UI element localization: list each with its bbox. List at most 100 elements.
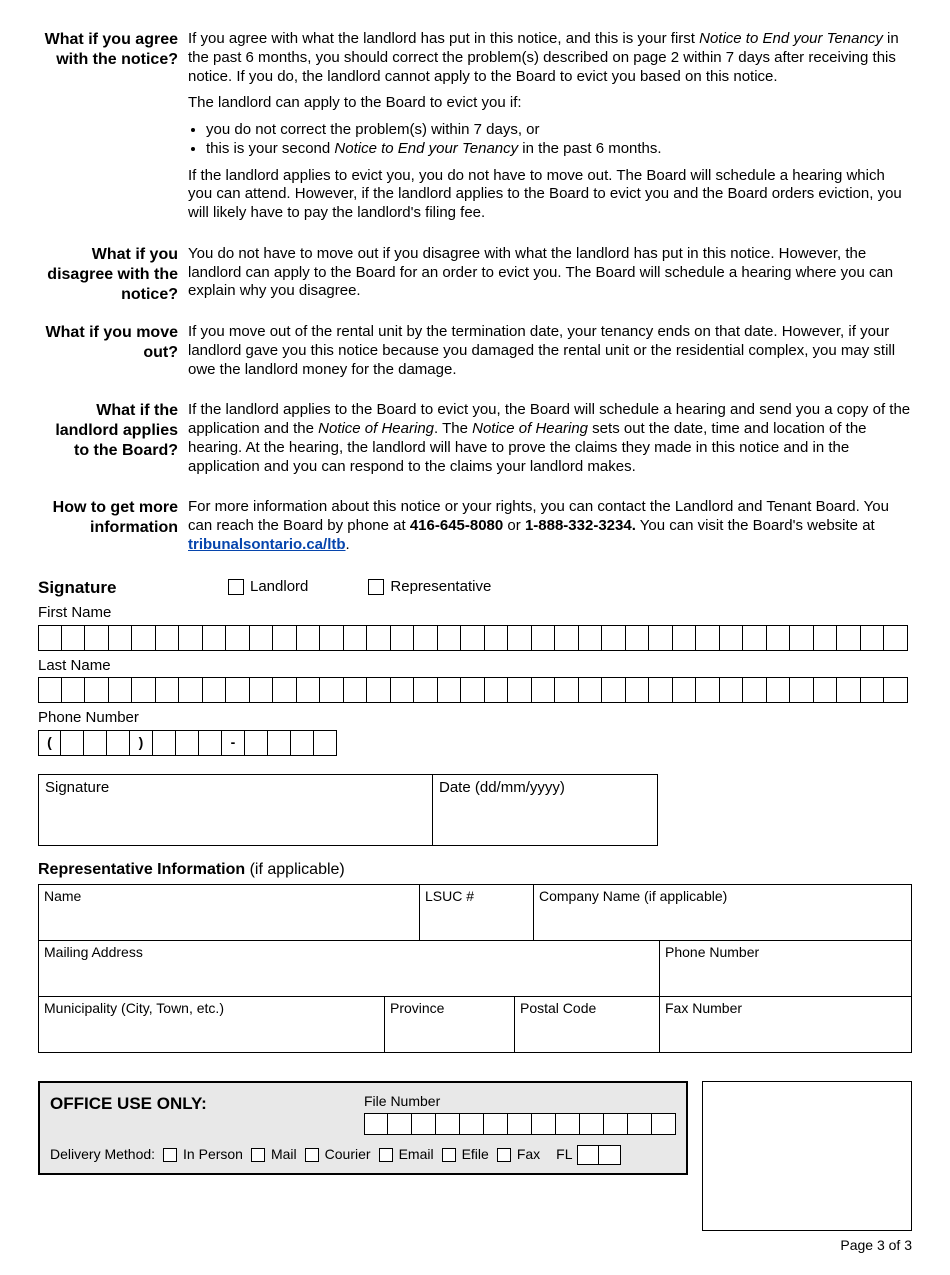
char-cell[interactable] — [837, 677, 861, 703]
char-cell[interactable] — [273, 677, 297, 703]
char-cell[interactable] — [743, 625, 767, 651]
courier-checkbox[interactable] — [305, 1148, 319, 1162]
char-cell[interactable] — [861, 625, 885, 651]
rep-postal-field[interactable]: Postal Code — [514, 997, 659, 1052]
char-cell[interactable] — [602, 677, 626, 703]
rep-lsuc-field[interactable]: LSUC # — [419, 885, 533, 940]
char-cell[interactable] — [790, 677, 814, 703]
char-cell[interactable] — [85, 677, 109, 703]
char-cell[interactable] — [85, 625, 109, 651]
char-cell[interactable] — [604, 1113, 628, 1135]
phone-input[interactable]: () - — [38, 730, 912, 756]
char-cell[interactable] — [485, 677, 509, 703]
char-cell[interactable] — [367, 625, 391, 651]
char-cell[interactable] — [297, 677, 321, 703]
char-cell[interactable] — [291, 730, 314, 756]
char-cell[interactable] — [720, 625, 744, 651]
rep-mailing-field[interactable]: Mailing Address — [39, 941, 659, 996]
char-cell[interactable] — [203, 677, 227, 703]
fl-input[interactable] — [577, 1145, 621, 1165]
file-number-input[interactable] — [364, 1113, 676, 1135]
char-cell[interactable] — [649, 677, 673, 703]
char-cell[interactable] — [268, 730, 291, 756]
char-cell[interactable]: ( — [38, 730, 61, 756]
char-cell[interactable] — [743, 677, 767, 703]
char-cell[interactable] — [132, 677, 156, 703]
char-cell[interactable] — [508, 1113, 532, 1135]
rep-municipality-field[interactable]: Municipality (City, Town, etc.) — [39, 997, 384, 1052]
char-cell[interactable] — [626, 625, 650, 651]
char-cell[interactable] — [673, 625, 697, 651]
char-cell[interactable] — [344, 677, 368, 703]
char-cell[interactable] — [38, 677, 62, 703]
char-cell[interactable] — [814, 677, 838, 703]
char-cell[interactable] — [532, 625, 556, 651]
char-cell[interactable] — [767, 677, 791, 703]
char-cell[interactable] — [203, 625, 227, 651]
char-cell[interactable] — [314, 730, 337, 756]
char-cell[interactable] — [461, 677, 485, 703]
char-cell[interactable] — [438, 677, 462, 703]
char-cell[interactable] — [109, 677, 133, 703]
char-cell[interactable] — [508, 625, 532, 651]
char-cell[interactable] — [107, 730, 130, 756]
landlord-checkbox[interactable] — [228, 579, 244, 595]
char-cell[interactable] — [814, 625, 838, 651]
char-cell[interactable] — [297, 625, 321, 651]
fax-checkbox[interactable] — [497, 1148, 511, 1162]
char-cell[interactable] — [273, 625, 297, 651]
char-cell[interactable] — [436, 1113, 460, 1135]
char-cell[interactable] — [555, 677, 579, 703]
char-cell[interactable] — [460, 1113, 484, 1135]
char-cell[interactable] — [579, 625, 603, 651]
char-cell[interactable] — [599, 1145, 621, 1165]
rep-fax-field[interactable]: Fax Number — [659, 997, 911, 1052]
board-website-link[interactable]: tribunalsontario.ca/ltb — [188, 536, 346, 553]
char-cell[interactable] — [199, 730, 222, 756]
rep-phone-field[interactable]: Phone Number — [659, 941, 911, 996]
char-cell[interactable] — [156, 625, 180, 651]
char-cell[interactable] — [84, 730, 107, 756]
char-cell[interactable] — [250, 677, 274, 703]
rep-name-field[interactable]: Name — [39, 885, 419, 940]
char-cell[interactable] — [861, 677, 885, 703]
char-cell[interactable] — [367, 677, 391, 703]
char-cell[interactable] — [153, 730, 176, 756]
char-cell[interactable] — [579, 677, 603, 703]
date-box[interactable]: Date (dd/mm/yyyy) — [433, 774, 658, 846]
char-cell[interactable] — [649, 625, 673, 651]
char-cell[interactable] — [696, 677, 720, 703]
char-cell[interactable] — [884, 625, 908, 651]
char-cell[interactable] — [226, 625, 250, 651]
char-cell[interactable] — [884, 677, 908, 703]
mail-checkbox[interactable] — [251, 1148, 265, 1162]
signature-box[interactable]: Signature — [38, 774, 433, 846]
char-cell[interactable] — [673, 677, 697, 703]
char-cell[interactable] — [484, 1113, 508, 1135]
char-cell[interactable] — [62, 625, 86, 651]
char-cell[interactable] — [61, 730, 84, 756]
char-cell[interactable] — [364, 1113, 388, 1135]
char-cell[interactable] — [580, 1113, 604, 1135]
char-cell[interactable] — [438, 625, 462, 651]
char-cell[interactable] — [767, 625, 791, 651]
email-checkbox[interactable] — [379, 1148, 393, 1162]
rep-province-field[interactable]: Province — [384, 997, 514, 1052]
char-cell[interactable] — [720, 677, 744, 703]
char-cell[interactable] — [652, 1113, 676, 1135]
last-name-input[interactable] — [38, 677, 912, 703]
char-cell[interactable] — [176, 730, 199, 756]
char-cell[interactable] — [461, 625, 485, 651]
char-cell[interactable]: - — [222, 730, 245, 756]
char-cell[interactable] — [388, 1113, 412, 1135]
char-cell[interactable] — [344, 625, 368, 651]
char-cell[interactable] — [602, 625, 626, 651]
rep-company-field[interactable]: Company Name (if applicable) — [533, 885, 911, 940]
char-cell[interactable] — [179, 677, 203, 703]
char-cell[interactable] — [250, 625, 274, 651]
char-cell[interactable]: ) — [130, 730, 153, 756]
char-cell[interactable] — [226, 677, 250, 703]
char-cell[interactable] — [508, 677, 532, 703]
char-cell[interactable] — [626, 677, 650, 703]
char-cell[interactable] — [38, 625, 62, 651]
